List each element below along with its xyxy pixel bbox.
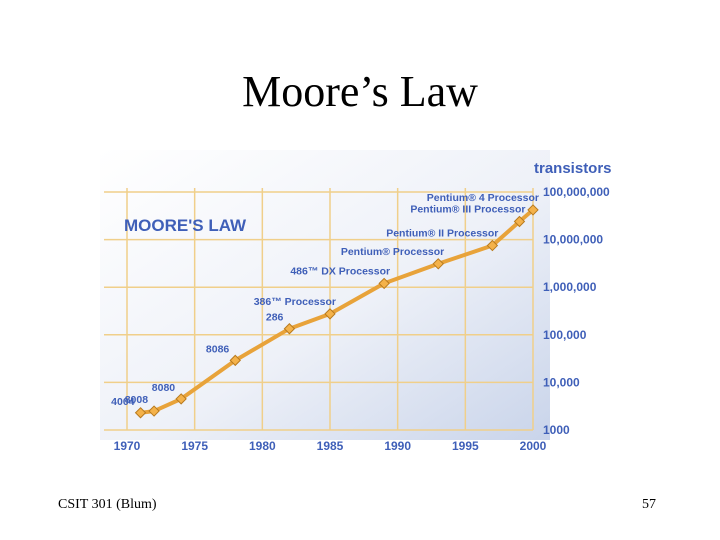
x-tick-label: 1990 — [384, 439, 411, 453]
data-point-marker — [134, 407, 147, 419]
y-axis-label: transistors — [534, 160, 612, 177]
data-point-marker — [175, 393, 187, 405]
data-point-label: 4004 — [111, 396, 135, 408]
page-number: 57 — [642, 497, 656, 512]
y-tick-label: 1,000,000 — [543, 280, 597, 294]
footer-course: CSIT 301 (Blum) — [58, 497, 157, 512]
x-tick-label: 1980 — [249, 439, 276, 453]
data-point-marker — [324, 308, 336, 320]
data-point-marker — [513, 215, 526, 228]
y-tick-label: 1000 — [543, 423, 570, 437]
x-tick-label: 1970 — [114, 439, 141, 453]
data-point-marker — [432, 258, 444, 270]
y-axis-ticks: 1000 10,000 100,000 1,000,000 10,000,000 100,… — [543, 185, 610, 437]
x-tick-label: 1995 — [452, 439, 479, 453]
x-tick-label: 2000 — [520, 439, 547, 453]
y-tick-label: 10,000 — [543, 375, 580, 389]
data-point-label: 8080 — [152, 382, 176, 394]
chart-background — [100, 150, 550, 440]
x-tick-label: 1985 — [317, 439, 344, 453]
data-point-marker — [229, 354, 241, 367]
y-tick-label: 10,000,000 — [543, 233, 603, 247]
data-point-marker — [527, 204, 539, 216]
y-tick-label: 100,000,000 — [543, 185, 610, 199]
data-point-label: 8008 — [125, 394, 149, 406]
data-point-marker — [378, 277, 390, 290]
data-point-label: 8086 — [206, 343, 230, 355]
data-point-label: 286 — [266, 312, 284, 324]
slide-title: Moore’s Law — [242, 67, 478, 116]
data-point-label: Pentium® III Processor — [410, 204, 525, 216]
data-markers — [134, 204, 539, 419]
chart-title: MOORE'S LAW — [124, 216, 247, 235]
data-point-label: Pentium® 4 Processor — [427, 192, 539, 204]
data-point-label: 486™ DX Processor — [290, 265, 390, 277]
data-point-label: Pentium® Processor — [341, 246, 444, 258]
data-point-label: 386™ Processor — [254, 296, 336, 308]
data-point-marker — [283, 323, 296, 335]
x-tick-label: 1975 — [181, 439, 208, 453]
chart-grid — [104, 188, 534, 431]
x-axis-ticks: 1970 1975 1980 1985 1990 1995 2000 — [114, 439, 547, 453]
data-point-label: Pentium® II Processor — [386, 228, 498, 240]
data-point-marker — [148, 405, 160, 417]
data-point-marker — [486, 239, 499, 252]
y-tick-label: 100,000 — [543, 328, 587, 342]
